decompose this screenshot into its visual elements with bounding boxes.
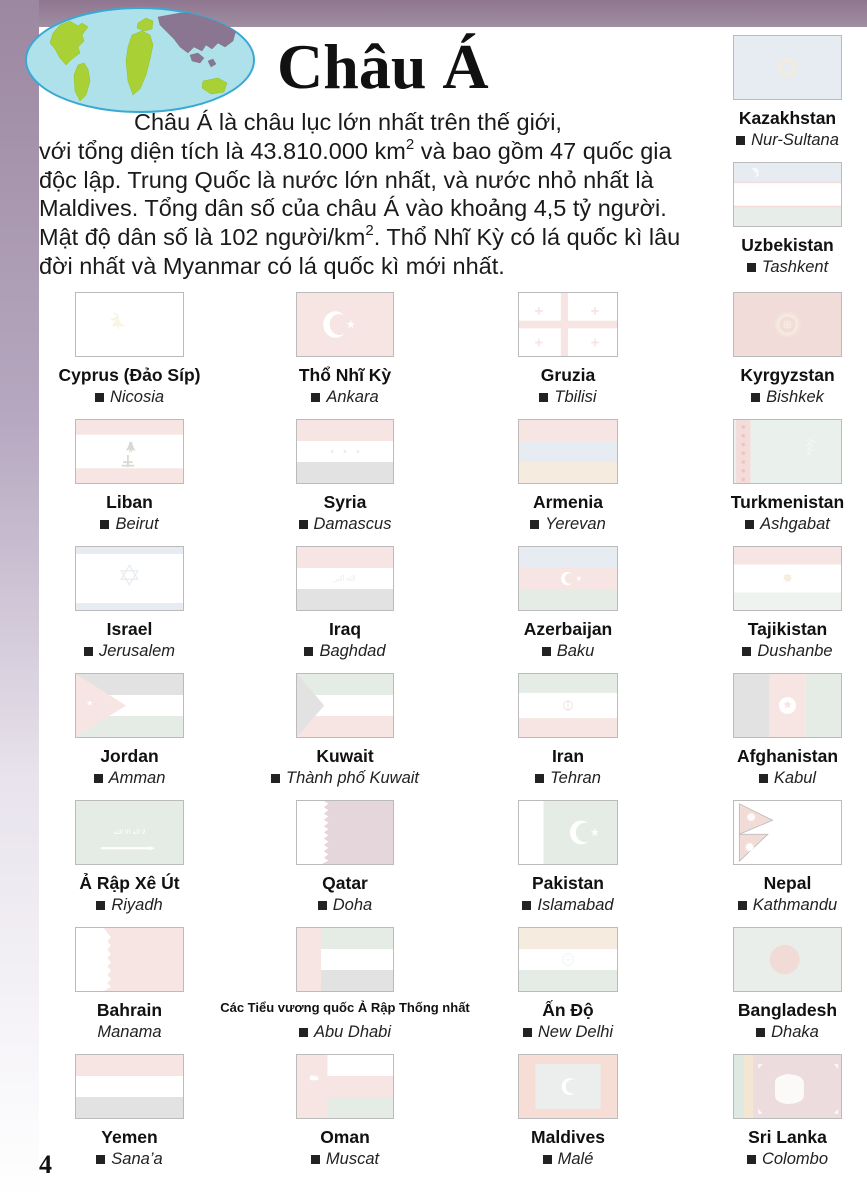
- svg-text:الله اكبر: الله اكبر: [333, 574, 355, 582]
- svg-text:لا اله الا الله: لا اله الا الله: [113, 828, 145, 836]
